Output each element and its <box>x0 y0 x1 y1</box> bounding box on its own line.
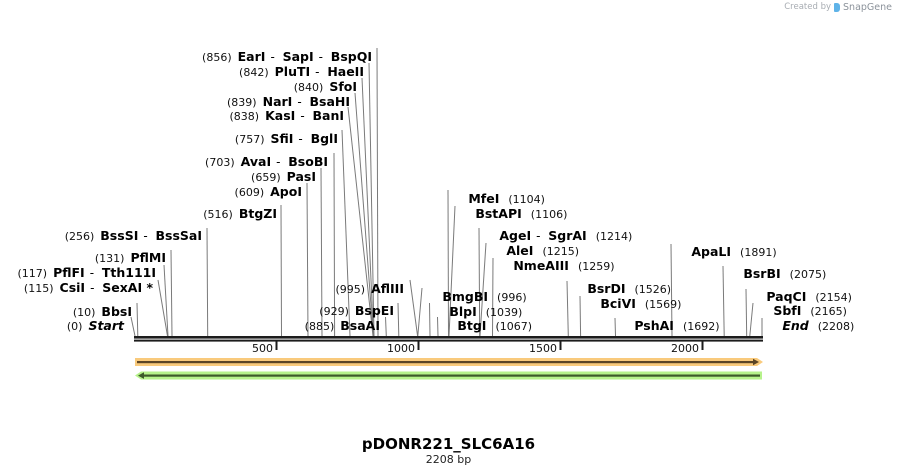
tick-label-1000: 1000 <box>387 342 415 355</box>
cut-site-line <box>354 92 374 337</box>
cut-site-line <box>437 316 439 337</box>
cut-site-line <box>280 204 282 337</box>
site-label-ageI-sgrAI[interactable]: AgeI - SgrAI (1214) <box>499 228 633 244</box>
cut-site-line <box>478 227 481 337</box>
site-label-bsaAI[interactable]: (885) BsaAI <box>304 318 380 334</box>
cut-site-line <box>333 152 336 337</box>
site-label-nmeAIII[interactable]: NmeAIII (1259) <box>513 258 615 274</box>
tick-label-2000: 2000 <box>671 342 699 355</box>
site-label-apaLI[interactable]: ApaLI (1891) <box>691 244 777 260</box>
site-label-kasI-banI[interactable]: (838) KasI - BanI <box>229 108 344 124</box>
cut-site-line <box>492 257 494 337</box>
site-label-pasI[interactable]: (659) PasI <box>251 169 316 185</box>
site-label-bstAPI[interactable]: BstAPI (1106) <box>475 206 568 222</box>
site-label-pluTI-haeII[interactable]: (842) PluTI - HaeII <box>239 64 364 80</box>
site-label-btgZI[interactable]: (516) BtgZI <box>203 206 277 222</box>
cut-site-line <box>385 316 387 337</box>
cut-site-line <box>722 265 725 337</box>
cut-site-line <box>341 129 351 337</box>
site-label-bbsI[interactable]: (10) BbsI <box>72 304 132 320</box>
site-label-blpI[interactable]: BlpI (1039) <box>449 304 523 320</box>
cut-site-line <box>157 279 168 337</box>
cut-site-line <box>306 182 309 337</box>
sequence-start-label[interactable]: (0) Start <box>66 318 124 334</box>
site-label-bspEI[interactable]: (929) BspEI <box>319 303 394 319</box>
cut-site-line <box>429 302 431 337</box>
site-label-aflIII[interactable]: (995) AflIII <box>335 281 405 297</box>
tick-label-500: 500 <box>252 342 273 355</box>
site-label-avaI-bsoBI[interactable]: (703) AvaI - BsoBI <box>205 154 328 170</box>
cut-site-line <box>397 302 400 337</box>
reverse-feature-arrow[interactable] <box>135 371 762 380</box>
cut-site-line <box>130 316 136 337</box>
site-label-sfiI-bglI[interactable]: (757) SfiI - BglI <box>234 131 338 147</box>
site-label-apoI[interactable]: (609) ApoI <box>234 184 302 200</box>
dna-backbone[interactable] <box>134 336 763 342</box>
snapgene-logo-icon <box>834 3 841 12</box>
cut-site-lines <box>130 47 763 337</box>
cut-site-line <box>579 295 582 337</box>
cut-site-line <box>749 302 754 337</box>
site-label-aleI[interactable]: AleI (1215) <box>506 243 580 259</box>
cut-site-line <box>361 77 374 337</box>
cut-site-line <box>447 189 449 337</box>
sequence-end-label[interactable]: End (2208) <box>782 318 855 334</box>
site-label-narI-bsaHI[interactable]: (839) NarI - BsaHI <box>227 94 350 110</box>
cut-site-line <box>479 242 487 337</box>
site-label-csiI-sexAI[interactable]: (115) CsiI - SexAI * <box>23 280 153 296</box>
cut-site-line <box>409 279 419 337</box>
site-label-bmgBI[interactable]: BmgBI (996) <box>442 289 527 305</box>
cut-site-line <box>745 288 748 337</box>
site-label-pshAI[interactable]: PshAI (1692) <box>634 318 720 334</box>
watermark-brand: SnapGene <box>843 2 892 13</box>
site-label-mfeI[interactable]: MfeI (1104) <box>468 191 545 207</box>
cut-site-line <box>376 47 379 337</box>
cut-site-line <box>170 249 173 337</box>
site-label-pflMI[interactable]: (131) PflMI <box>94 250 166 266</box>
cut-site-line <box>163 264 169 337</box>
cut-site-line <box>566 280 569 337</box>
cut-site-line <box>670 243 673 337</box>
site-label-sbfI[interactable]: SbfI (2165) <box>773 303 847 319</box>
watermark-prefix: Created by <box>784 2 832 12</box>
cut-site-line <box>206 227 209 337</box>
site-label-btgI[interactable]: BtgI (1067) <box>457 318 533 334</box>
sequence-length: 2208 bp <box>425 453 472 466</box>
cut-site-line <box>417 287 423 337</box>
cut-site-line <box>614 317 616 337</box>
cut-site-line <box>368 62 375 337</box>
site-label-pflFI-tth111I[interactable]: (117) PflFI - Tth111I <box>17 265 156 281</box>
cut-site-line <box>136 302 139 337</box>
map-title: pDONR221_SLC6A16 <box>361 435 536 453</box>
site-label-paqCI[interactable]: PaqCI (2154) <box>766 289 852 305</box>
site-label-bsrDI[interactable]: BsrDI (1526) <box>587 281 672 297</box>
snapgene-watermark: Created by SnapGene <box>784 2 892 13</box>
site-label-bssSI-bssSaI[interactable]: (256) BssSI - BssSaI <box>64 228 202 244</box>
forward-feature-arrow[interactable] <box>135 358 763 366</box>
site-label-earI-sapI-bspQI[interactable]: (856) EarI - SapI - BspQI <box>202 49 372 65</box>
cut-site-line <box>320 167 323 337</box>
site-label-bciVI[interactable]: BciVI (1569) <box>600 296 682 312</box>
site-label-sfoI[interactable]: (840) SfoI <box>293 79 357 95</box>
site-label-bsrBI[interactable]: BsrBI (2075) <box>743 266 827 282</box>
ruler-ticks <box>275 341 704 350</box>
tick-label-1500: 1500 <box>529 342 557 355</box>
cut-site-line <box>448 205 456 337</box>
cut-site-line <box>347 106 374 337</box>
